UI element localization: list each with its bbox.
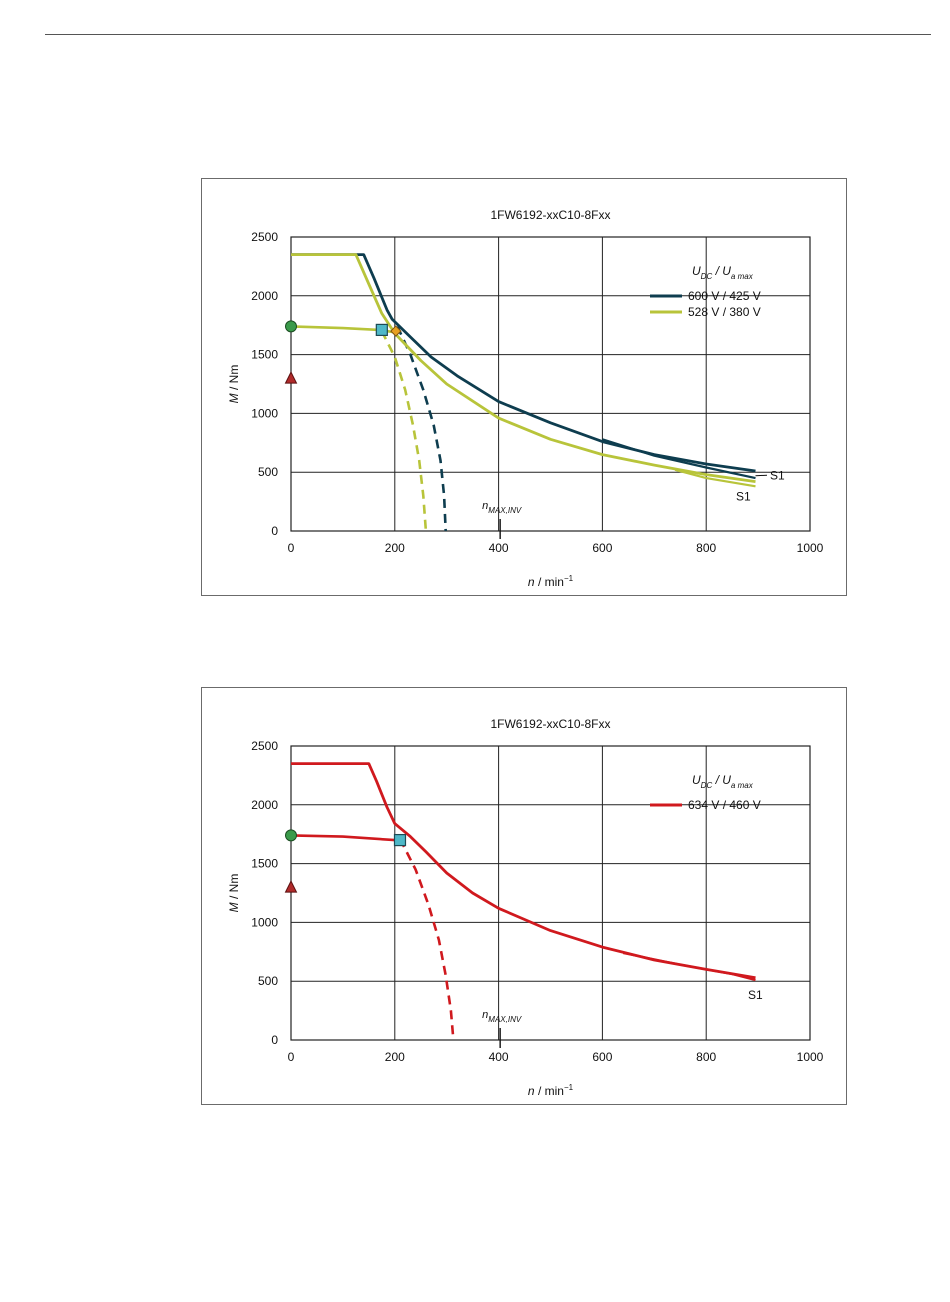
chart-1-plot-border	[290, 236, 811, 532]
chart-1-diamond-point-3	[390, 325, 402, 337]
chart-1-x-tick-label-5: 1000	[797, 541, 824, 555]
chart-1-x-axis-unit-sup: −1	[564, 574, 574, 583]
chart-1-x-tick-label-4: 800	[696, 541, 716, 555]
chart-2-nmax-inv-sub: MAX,INV	[488, 1015, 522, 1024]
chart-1-square-point-2	[375, 323, 388, 337]
chart-1-y-tick-label-2: 1000	[251, 406, 278, 420]
chart-2-title: 1FW6192-xxC10-8Fxx	[490, 717, 610, 731]
chart-2-plot-area	[291, 746, 810, 1040]
chart-1-s1-label-1: S1	[736, 489, 751, 503]
chart-2-legend-title-sub2: a max	[731, 781, 754, 790]
chart-1-y-axis-label: M / Nm	[227, 365, 241, 404]
chart-1-x-tick-label-2: 400	[489, 541, 509, 555]
chart-2-series-0-limit-dashed	[398, 838, 455, 1041]
chart-1-y-axis-unit: / Nm	[227, 365, 241, 394]
chart-2-triangle-point-1	[284, 880, 298, 893]
chart-2-x-tick-label-2: 400	[489, 1050, 509, 1064]
chart-1-legend-title-sub2: a max	[731, 272, 754, 281]
chart-1-series-0-limit-dashed	[396, 325, 447, 532]
chart-1-legend-title-u2: U	[722, 264, 731, 278]
chart-2-series-0-peak-line	[291, 762, 756, 980]
chart-2-legend-label-0: 634 V / 460 V	[688, 798, 761, 812]
chart-2-y-tick-label-1: 500	[258, 974, 278, 988]
chart-2-legend-title-u1: U	[692, 773, 701, 787]
chart-1-y-tick-label-0: 0	[271, 524, 278, 538]
chart-1-x-tick-label-1: 200	[385, 541, 405, 555]
chart-2-legend-title: UDC / Ua max	[692, 773, 754, 790]
chart-2-y-tick-label-0: 0	[271, 1033, 278, 1047]
chart-1-nmax-inv-var: n	[482, 500, 488, 512]
chart-1-y-tick-label-4: 2000	[251, 289, 278, 303]
chart-2-y-tick-label-5: 2500	[251, 739, 278, 753]
chart-1-x-axis-label: n / min−1	[528, 574, 574, 589]
torque-speed-chart-1: 1FW6192-xxC10-8Fxx 0 200 400 600 800 1000 0 500 1…	[201, 178, 847, 596]
chart-1-nmax-inv-label: nMAX,INV	[482, 500, 522, 515]
chart-2-legend-title-sep: /	[712, 773, 722, 787]
chart-2-y-axis-unit: / Nm	[227, 874, 241, 903]
chart-1-series-0-peak-line	[291, 253, 756, 473]
chart-2-x-axis-label: n / min−1	[528, 1083, 574, 1098]
chart-1-series-1-s1-line	[674, 468, 756, 488]
chart-2-x-tick-label-0: 0	[288, 1050, 295, 1064]
chart-1-series-1-peak-line	[291, 253, 756, 483]
torque-speed-chart-2: 1FW6192-xxC10-8Fxx 0 200 400 600 800 1000 0 500 1…	[201, 687, 847, 1105]
chart-1-s1-label-0: S1	[770, 468, 785, 482]
chart-2-square-point-2	[393, 833, 407, 847]
chart-1-circle-point-0	[285, 320, 297, 333]
chart-1-triangle-point-1	[284, 371, 298, 384]
chart-2-y-axis-var: M	[227, 902, 241, 912]
chart-2-svg: 1FW6192-xxC10-8Fxx 0 200 400 600 800 1000 0 500 1…	[227, 717, 824, 1098]
chart-2-legend-title-sub1: DC	[701, 781, 713, 790]
chart-1-x-axis-unit: / min	[535, 575, 564, 589]
chart-1-y-axis-var: M	[227, 393, 241, 403]
chart-2-nmax-inv-var: n	[482, 1009, 488, 1021]
chart-2-x-axis-unit-sup: −1	[564, 1083, 574, 1092]
chart-2-x-tick-label-1: 200	[385, 1050, 405, 1064]
chart-1-legend-title-sep: /	[712, 264, 722, 278]
chart-2-circle-point-0	[285, 829, 297, 842]
chart-1-legend-label-1: 528 V / 380 V	[688, 305, 761, 319]
chart-2-x-tick-label-5: 1000	[797, 1050, 824, 1064]
chart-2-plot-border	[290, 745, 811, 1041]
chart-1-x-tick-label-0: 0	[288, 541, 295, 555]
chart-1-svg: 1FW6192-xxC10-8Fxx 0 200 400 600 800 1000 0 500 1…	[227, 208, 824, 589]
chart-2-y-tick-label-3: 1500	[251, 857, 278, 871]
chart-1-x-axis-var: n	[528, 575, 535, 589]
chart-1-series-1-limit-dashed	[380, 330, 428, 532]
chart-1-x-tick-label-3: 600	[592, 541, 612, 555]
chart-2-y-tick-label-4: 2000	[251, 798, 278, 812]
chart-1-legend-label-0: 600 V / 425 V	[688, 289, 761, 303]
page-top-rule	[45, 34, 931, 35]
chart-2-y-tick-label-2: 1000	[251, 915, 278, 929]
chart-1-title: 1FW6192-xxC10-8Fxx	[490, 208, 610, 222]
chart-2-legend-title-u2: U	[722, 773, 731, 787]
chart-1-y-tick-label-3: 1500	[251, 348, 278, 362]
chart-2-x-tick-label-4: 800	[696, 1050, 716, 1064]
chart-1-legend-title-sub1: DC	[701, 272, 713, 281]
chart-1-y-tick-label-1: 500	[258, 465, 278, 479]
chart-1-nmax-inv-sub: MAX,INV	[488, 506, 522, 515]
chart-1-legend-title: UDC / Ua max	[692, 264, 754, 281]
chart-2-nmax-inv-label: nMAX,INV	[482, 1009, 522, 1024]
chart-2-s1-label-0: S1	[748, 988, 763, 1002]
chart-2-y-axis-label: M / Nm	[227, 874, 241, 913]
chart-1-y-tick-label-5: 2500	[251, 230, 278, 244]
chart-2-x-axis-var: n	[528, 1084, 535, 1098]
chart-1-legend-title-u1: U	[692, 264, 701, 278]
chart-2-x-axis-unit: / min	[535, 1084, 564, 1098]
chart-2-x-tick-label-3: 600	[592, 1050, 612, 1064]
